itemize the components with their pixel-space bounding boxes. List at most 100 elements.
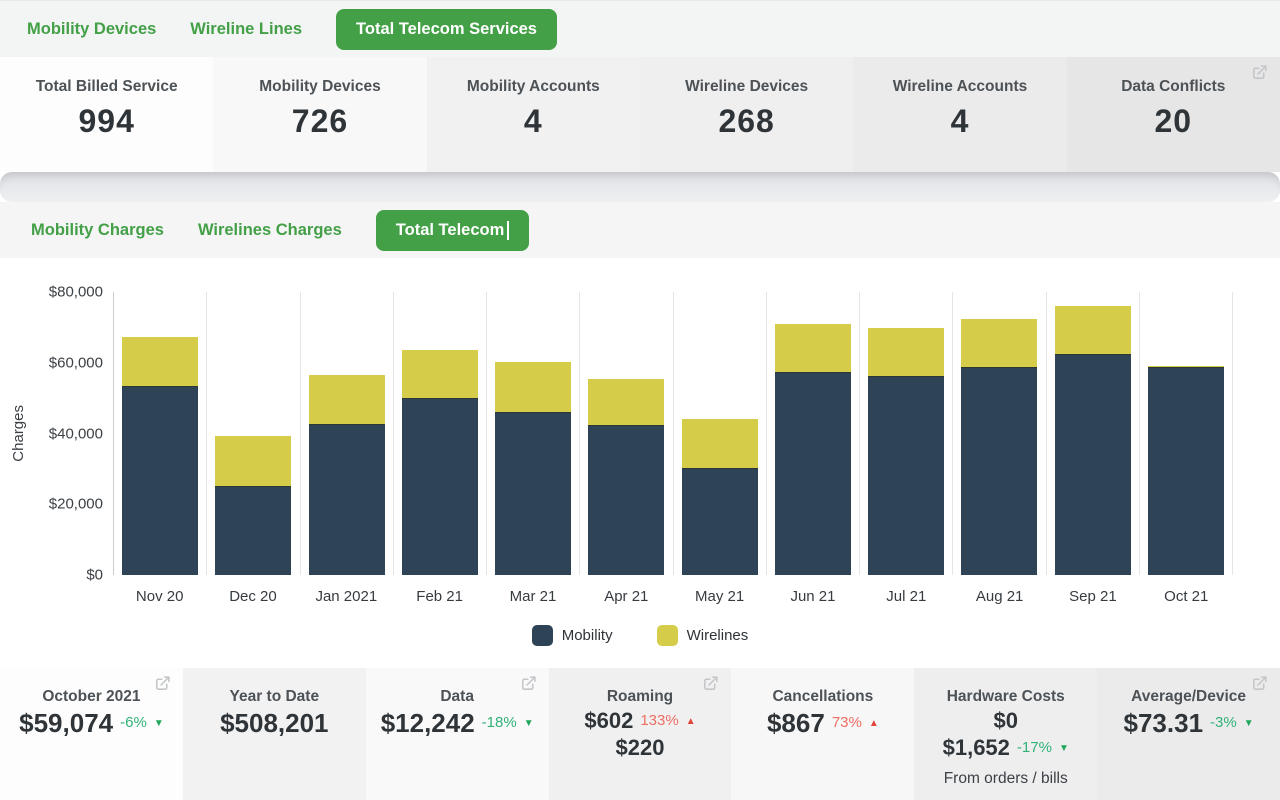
mobility-segment [122,386,198,575]
services-tabbar: Mobility Devices Wireline Lines Total Te… [0,0,1280,57]
chart-column-dec-20 [207,292,300,575]
stacked-bar-nov-20[interactable] [122,337,198,575]
chart-column-mar-21 [487,292,580,575]
summary-card-value: 4 [427,103,640,140]
stacked-bar-aug-21[interactable] [961,319,1037,575]
kpi-value: $59,074 [19,709,113,738]
trend-down-icon: ▼ [1059,743,1069,754]
mobility-segment [868,376,944,575]
chart-column-may-21 [674,292,767,575]
legend-item-mobility[interactable]: Mobility [532,625,613,646]
tab-mobility-devices[interactable]: Mobility Devices [27,20,156,39]
external-link-icon[interactable] [154,675,171,692]
kpi-card-title: Cancellations [731,688,914,706]
chart-column-sep-21 [1047,292,1140,575]
stacked-bar-oct-21[interactable] [1148,366,1224,575]
legend-label: Mobility [562,627,613,644]
tab-total-telecom-label: Total Telecom [396,221,505,240]
x-axis-label: Apr 21 [580,588,673,605]
kpi-value-row: $1,652-17%▼ [914,736,1097,760]
x-axis-label: Aug 21 [953,588,1046,605]
stacked-bar-feb-21[interactable] [402,350,478,575]
charges-panel: Mobility Charges Wirelines Charges Total… [0,202,1280,800]
trend-down-icon: ▼ [524,718,534,729]
kpi-card-october-2021: October 2021$59,074-6%▼ [0,668,183,800]
summary-card-mobility-accounts: Mobility Accounts4 [427,57,640,172]
summary-card-value: 4 [853,103,1066,140]
y-axis-ticks: $0$20,000$40,000$60,000$80,000 [36,292,113,575]
kpi-value: $0 [993,709,1017,733]
legend-swatch-mobility [532,625,553,646]
tab-total-telecom-services-label: Total Telecom Services [356,20,537,39]
chart-column-aug-21 [953,292,1046,575]
tab-mobility-charges[interactable]: Mobility Charges [31,221,164,240]
kpi-percent: -17% [1017,740,1052,757]
chart-legend: Mobility Wirelines [0,625,1280,646]
tab-total-telecom[interactable]: Total Telecom [376,210,530,251]
kpi-card-title: Year to Date [183,688,366,706]
external-link-icon[interactable] [520,675,537,692]
mobility-segment [1055,354,1131,575]
kpi-card-hardware-costs: Hardware Costs$0$1,652-17%▼From orders /… [914,668,1097,800]
stacked-bar-jul-21[interactable] [868,328,944,575]
wirelines-segment [775,324,851,372]
tab-wireline-lines[interactable]: Wireline Lines [190,20,302,39]
kpi-cards-row: October 2021$59,074-6%▼Year to Date $508,… [0,668,1280,800]
summary-card-value: 20 [1067,103,1280,140]
wirelines-segment [682,419,758,467]
wirelines-segment [402,350,478,399]
trend-down-icon: ▼ [154,718,164,729]
tab-total-telecom-services[interactable]: Total Telecom Services [336,9,557,50]
stacked-bar-jan-2021[interactable] [309,375,385,575]
kpi-value: $508,201 [220,709,328,738]
chart-column-jun-21 [767,292,860,575]
x-axis-label: Nov 20 [113,588,206,605]
kpi-value: $220 [616,736,665,760]
trend-up-icon: ▲ [686,716,696,727]
wirelines-segment [495,362,571,411]
kpi-value-row: $602133%▲ [549,709,732,733]
mobility-segment [588,425,664,575]
chart-column-apr-21 [580,292,673,575]
x-axis-label: Sep 21 [1046,588,1139,605]
chart-column-oct-21 [1140,292,1233,575]
stacked-bar-may-21[interactable] [682,419,758,575]
kpi-card-title: Hardware Costs [914,688,1097,706]
x-axis-label: Jul 21 [860,588,953,605]
stacked-bar-apr-21[interactable] [588,379,664,575]
tab-wirelines-charges[interactable]: Wirelines Charges [198,221,342,240]
kpi-value-row: $0 [914,709,1097,733]
kpi-card-roaming: Roaming$602133%▲$220 [549,668,732,800]
kpi-card-data: Data$12,242-18%▼ [366,668,549,800]
stacked-bar-jun-21[interactable] [775,324,851,575]
wirelines-segment [588,379,664,425]
summary-card-value: 994 [0,103,213,140]
wirelines-segment [961,319,1037,367]
summary-card-title: Data Conflicts [1067,78,1280,96]
x-axis-label: May 21 [673,588,766,605]
external-link-icon[interactable] [702,675,719,692]
mobility-segment [775,372,851,575]
legend-swatch-wirelines [657,625,678,646]
chart-column-feb-21 [394,292,487,575]
kpi-note: From orders / bills [914,770,1097,788]
mobility-segment [309,424,385,575]
y-axis-tick: $60,000 [49,354,103,371]
x-axis-label: Dec 20 [206,588,299,605]
external-link-icon[interactable] [1251,675,1268,692]
y-axis-tick: $0 [86,567,103,584]
stacked-bar-sep-21[interactable] [1055,306,1131,575]
kpi-value-row: $220 [549,736,732,760]
x-axis-label: Jun 21 [766,588,859,605]
stacked-bar-mar-21[interactable] [495,362,571,575]
external-link-icon[interactable] [1251,64,1268,81]
chart-plot-area: Charges $0$20,000$40,000$60,000$80,000 N… [0,292,1280,605]
legend-item-wirelines[interactable]: Wirelines [657,625,749,646]
mobility-segment [495,412,571,575]
stacked-bar-dec-20[interactable] [215,436,291,575]
kpi-value-row: $59,074-6%▼ [0,709,183,738]
kpi-percent: 133% [640,713,678,730]
summary-card-wireline-accounts: Wireline Accounts4 [853,57,1066,172]
stacked-bar-plot [113,292,1233,575]
summary-card-title: Total Billed Service [0,78,213,96]
